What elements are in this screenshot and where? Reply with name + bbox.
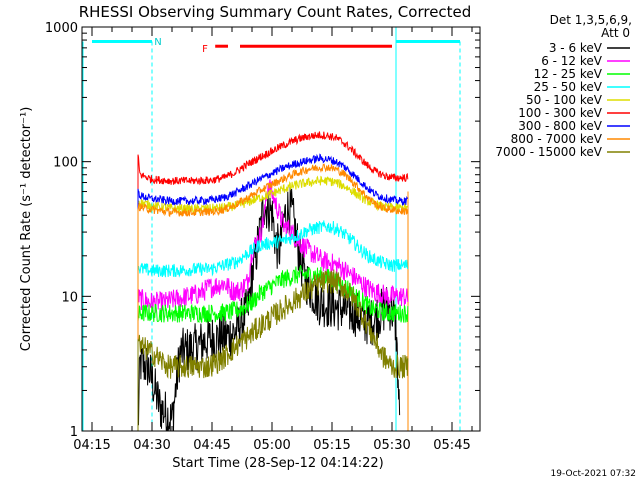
x-tick-label: 04:15: [73, 438, 110, 453]
series-line-2: [137, 179, 409, 431]
flare-label: F: [202, 44, 208, 55]
y-tick-label: 100: [53, 156, 78, 171]
x-axis-label: Start Time (28-Sep-12 04:14:22): [172, 456, 383, 471]
series-line-9: [137, 269, 409, 431]
legend-label: 6 - 12 keV: [541, 54, 603, 68]
x-tick-label: 04:30: [133, 438, 170, 453]
series-line-3: [137, 265, 409, 431]
legend-label: 7000 - 15000 keV: [495, 145, 602, 159]
series-layer: [137, 131, 409, 431]
legend-label: 800 - 7000 keV: [511, 132, 603, 146]
y-tick-label: 1: [70, 425, 78, 440]
legend-header-line1: Det 1,3,5,6,9,: [550, 13, 632, 27]
y-axis-label: Corrected Count Rate (s⁻¹ detector⁻¹): [19, 107, 34, 352]
series-line-7: [137, 153, 408, 431]
x-axis: 04:15 04:30 04:45 05:00 05:15 05:30 05:45: [73, 27, 473, 453]
series-line-8: [137, 163, 409, 431]
legend-label: 25 - 50 keV: [534, 80, 603, 94]
series-line-6: [137, 131, 409, 431]
x-tick-label: 05:30: [373, 438, 410, 453]
night-label: N: [154, 37, 161, 48]
x-tick-label: 05:00: [253, 438, 290, 453]
chart-title: RHESSI Observing Summary Count Rates, Co…: [79, 3, 472, 21]
plot-frame: [81, 26, 481, 432]
legend-header-line2: Att 0: [601, 26, 630, 40]
series-line-5: [137, 175, 409, 431]
x-tick-label: 04:45: [193, 438, 230, 453]
timestamp: 19-Oct-2021 07:32: [551, 469, 636, 479]
legend-label: 12 - 25 keV: [534, 67, 603, 81]
legend-label: 50 - 100 keV: [526, 93, 603, 107]
series-line-4: [137, 220, 409, 431]
legend-label: 100 - 300 keV: [518, 106, 602, 120]
y-tick-label: 10: [61, 290, 78, 305]
y-axis: 1 10 100 1000: [45, 21, 480, 440]
legend-label: 3 - 6 keV: [549, 41, 603, 55]
y-tick-label: 1000: [45, 21, 78, 36]
x-tick-label: 05:15: [313, 438, 350, 453]
legend-label: 300 - 800 keV: [518, 119, 602, 133]
x-tick-label: 05:45: [433, 438, 470, 453]
